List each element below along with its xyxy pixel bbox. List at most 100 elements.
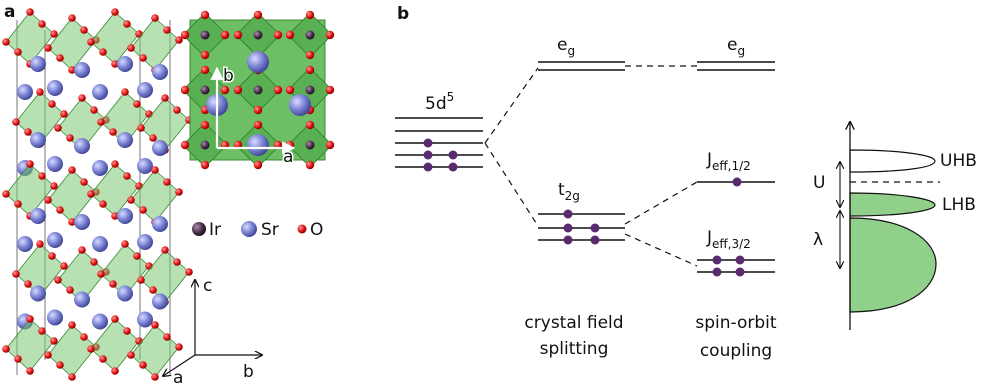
- oxygen-atom: [48, 252, 56, 260]
- electron: [449, 151, 458, 160]
- strontium-atom: [137, 234, 153, 250]
- lattice-label-a: a: [283, 147, 293, 167]
- legend-swatch-sr: [241, 221, 257, 237]
- oxygen-atom: [56, 54, 64, 62]
- caption: splitting: [540, 339, 609, 359]
- legend-label: Sr: [261, 220, 279, 240]
- strontium-atom: [47, 156, 63, 172]
- oxygen-atom: [306, 51, 314, 59]
- label-sub: g: [737, 44, 745, 58]
- oxygen-atom: [221, 86, 229, 94]
- oxygen-atom: [149, 286, 157, 294]
- strontium-atom: [74, 292, 90, 308]
- oxygen-atom: [221, 31, 229, 39]
- oxygen-atom: [109, 128, 117, 136]
- oxygen-atom: [26, 367, 34, 375]
- panel-label: b: [397, 4, 409, 24]
- oxygen-atom: [133, 100, 141, 108]
- oxygen-atom: [326, 86, 334, 94]
- oxygen-atom: [306, 121, 314, 129]
- strontium-atom: [137, 82, 153, 98]
- oxygen-atom: [139, 54, 147, 62]
- gap-label: U: [813, 173, 825, 193]
- oxygen-atom: [201, 161, 209, 169]
- oxygen-atom: [326, 31, 334, 39]
- strontium-atom: [17, 236, 33, 252]
- energy-diagram: 5d5 eg eg t2g Jeff,1/2 Jef: [395, 35, 777, 361]
- oxygen-atom: [12, 270, 20, 278]
- oxygen-atom: [201, 121, 209, 129]
- oxygen-atom: [201, 11, 209, 19]
- oxygen-atom: [56, 361, 64, 369]
- electron: [449, 163, 458, 172]
- oxygen-atom: [87, 190, 95, 198]
- oxygen-atom: [161, 94, 169, 102]
- panel-label: a: [4, 2, 15, 22]
- oxygen-atom: [181, 31, 189, 39]
- oxygen-atom: [181, 141, 189, 149]
- figure: a b a Ir Sr O c b a b 5d5: [0, 0, 1001, 389]
- label-sub: eff,1/2: [712, 159, 751, 173]
- iridium-atom: [254, 86, 263, 95]
- iridium-atom: [201, 141, 210, 150]
- strontium-atom: [137, 158, 153, 174]
- strontium-atom: [92, 84, 108, 100]
- top-view: b a: [181, 11, 334, 169]
- label-base: e: [727, 35, 737, 55]
- d-levels: [395, 118, 483, 172]
- oxygen-atom: [54, 124, 62, 132]
- oxygen-atom: [14, 48, 22, 56]
- oxygen-atom: [163, 178, 171, 186]
- oxygen-atom: [151, 321, 159, 329]
- caption: spin-orbit: [695, 313, 776, 333]
- oxygen-atom: [111, 367, 119, 375]
- electron: [591, 224, 600, 233]
- oxygen-atom: [306, 66, 314, 74]
- legend-swatch-o: [298, 225, 307, 234]
- band-label: LHB: [942, 195, 976, 215]
- axis-label: b: [243, 362, 254, 382]
- electron: [736, 268, 745, 277]
- oxygen-atom: [44, 44, 52, 52]
- label-base: 5d: [425, 94, 447, 114]
- octahedron: [141, 250, 189, 302]
- oxygen-atom: [90, 258, 98, 266]
- shape: [181, 11, 334, 169]
- level-label: Jeff,3/2: [706, 228, 751, 251]
- legend-label: Ir: [209, 220, 221, 240]
- oxygen-atom: [36, 88, 44, 96]
- oxygen-atom: [14, 355, 22, 363]
- octahedron: [131, 325, 179, 377]
- lattice-label-b: b: [223, 66, 234, 86]
- oxygen-atom: [286, 86, 294, 94]
- electron: [424, 139, 433, 148]
- legend-label: O: [310, 220, 323, 240]
- gap-label: λ: [813, 230, 823, 250]
- lower-band: [850, 218, 936, 312]
- oxygen-atom: [175, 343, 183, 351]
- electron: [564, 236, 573, 245]
- oxygen-atom: [151, 373, 159, 381]
- oxygen-atom: [306, 11, 314, 19]
- oxygen-atom: [66, 286, 74, 294]
- octahedron: [6, 319, 54, 371]
- oxygen-atom: [127, 196, 135, 204]
- level-label: eg: [727, 35, 745, 58]
- legend: Ir Sr O: [192, 220, 323, 240]
- oxygen-atom: [38, 20, 46, 28]
- strontium-atom: [152, 216, 168, 232]
- oxygen-atom: [2, 345, 10, 353]
- strontium-atom: [137, 312, 153, 328]
- oxygen-atom: [78, 246, 86, 254]
- oxygen-atom: [87, 38, 95, 46]
- electron: [424, 163, 433, 172]
- strontium-atom: [247, 134, 269, 156]
- iridium-atom: [201, 31, 210, 40]
- level-label: 5d5: [425, 90, 454, 115]
- level-label: Jeff,1/2: [706, 150, 751, 173]
- oxygen-atom: [306, 161, 314, 169]
- oxygen-atom: [54, 276, 62, 284]
- iridium-atom: [201, 86, 210, 95]
- oxygen-atom: [123, 327, 131, 335]
- strontium-atom: [47, 232, 63, 248]
